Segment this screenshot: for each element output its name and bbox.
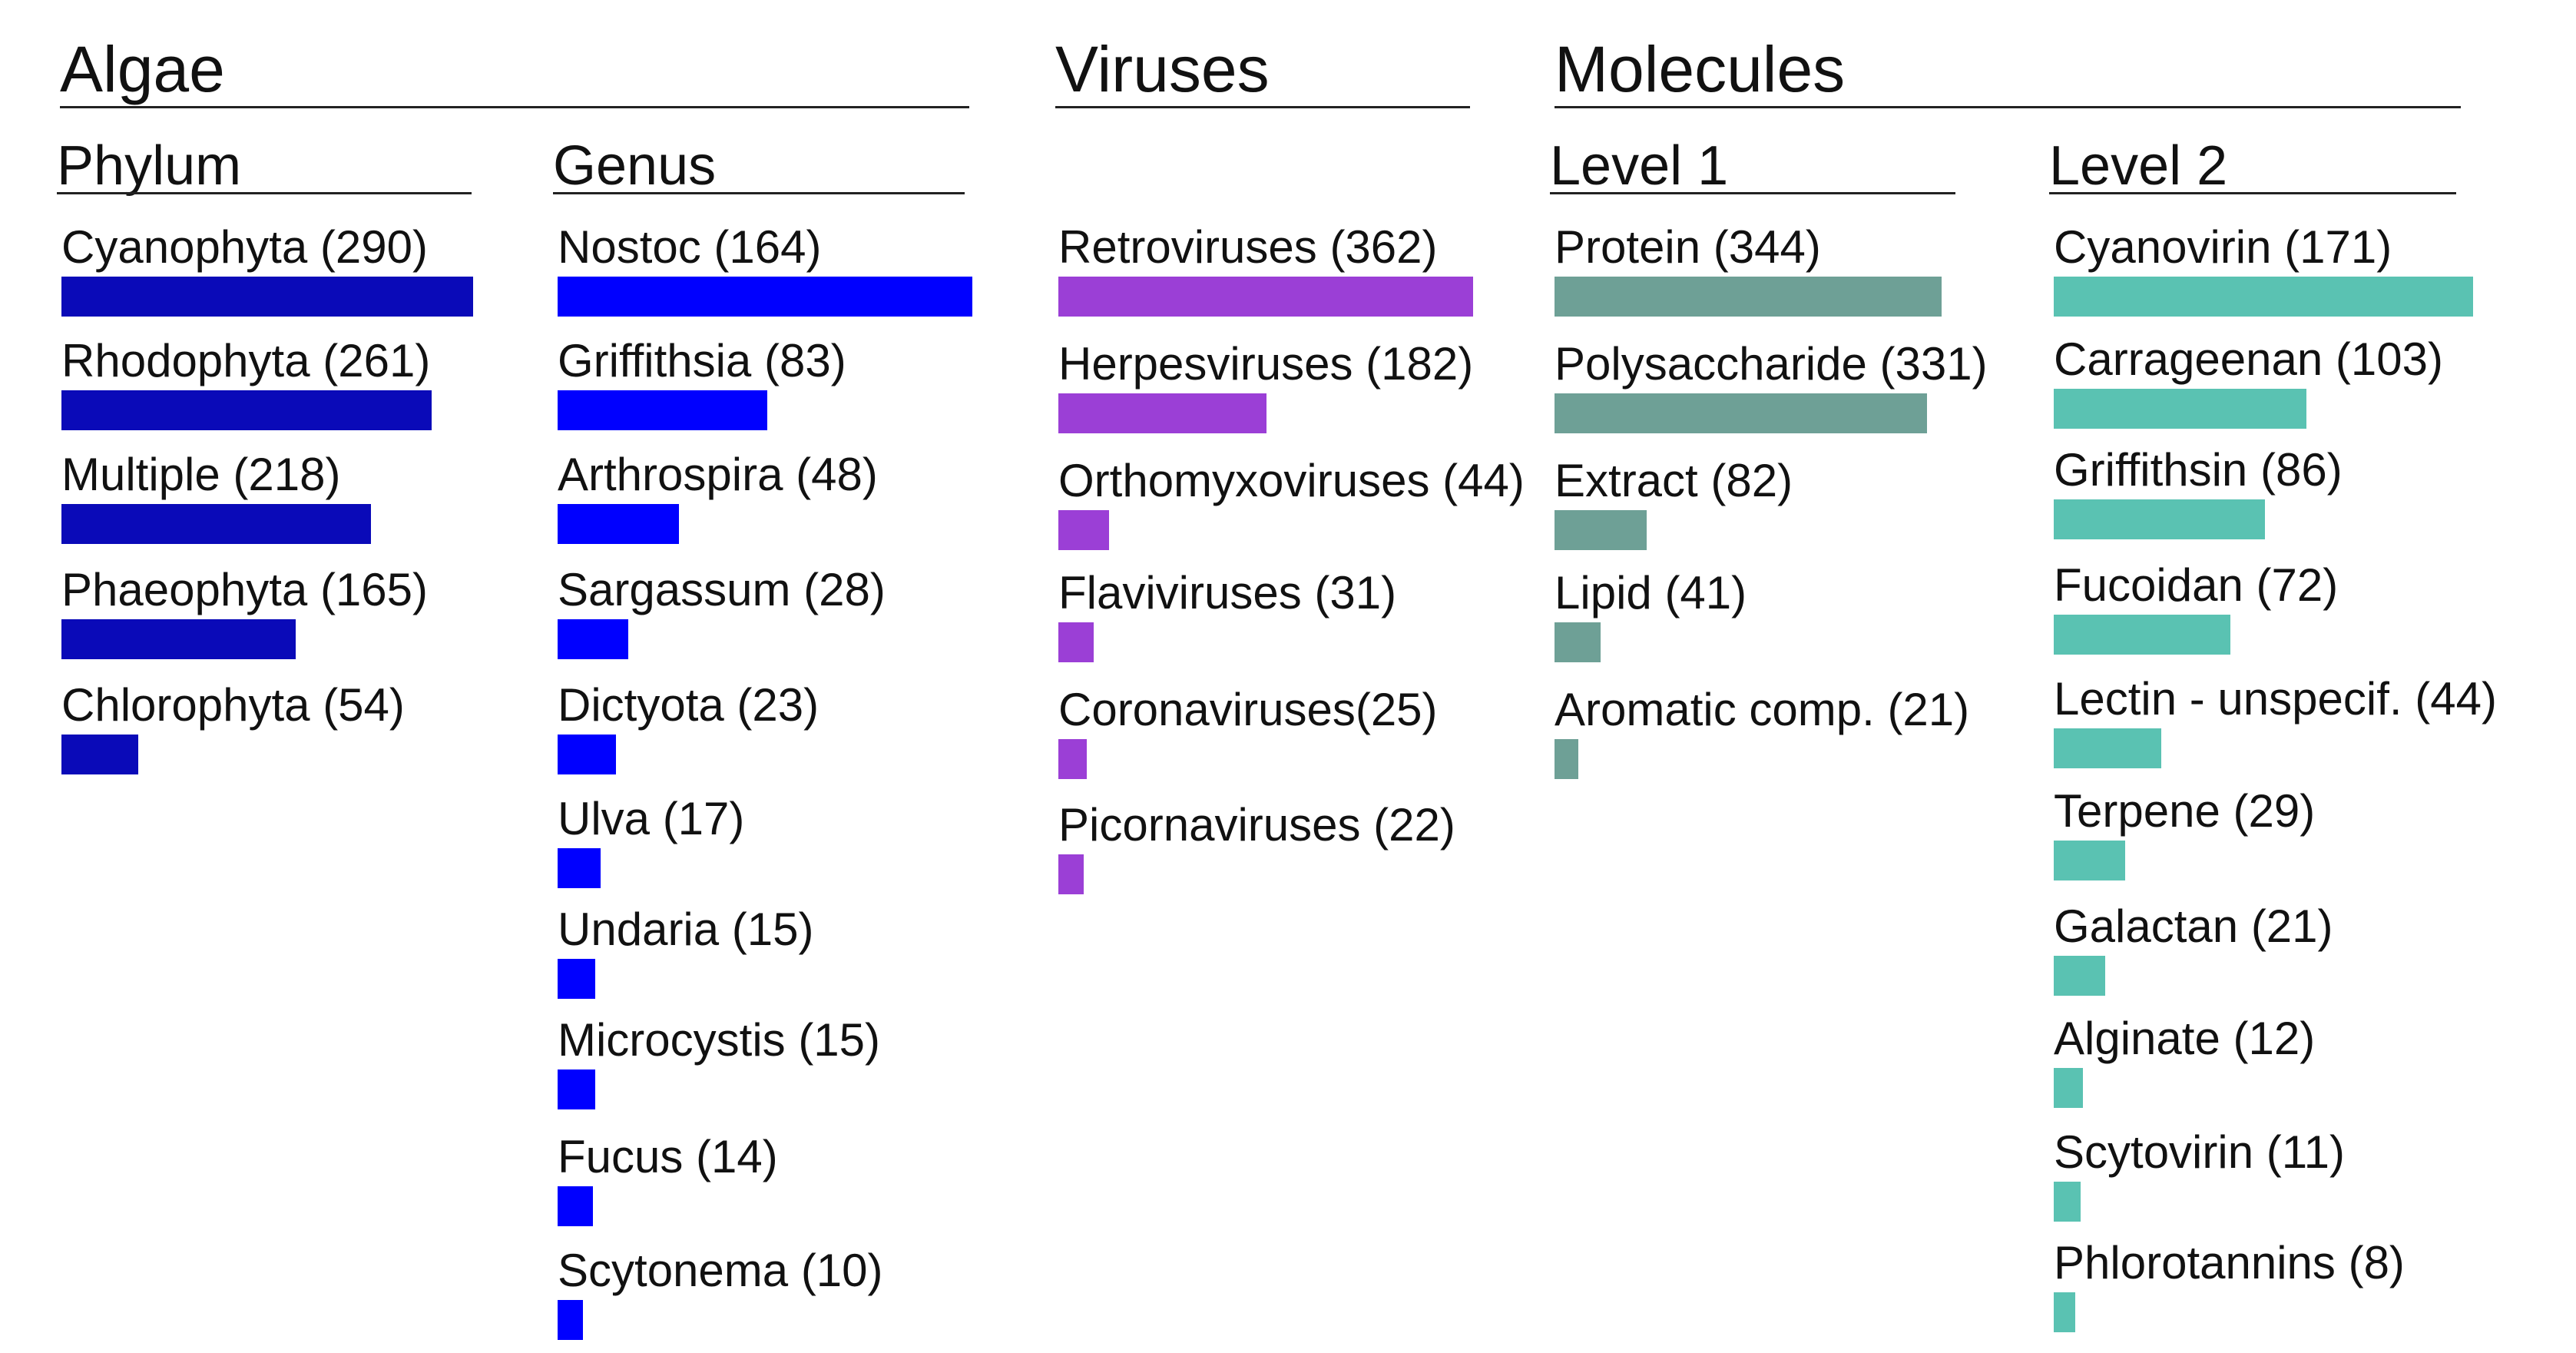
bar-label-level2: Scytovirin (11)	[2054, 1126, 2345, 1178]
bar-viruses	[1058, 739, 1087, 779]
section-rule-viruses	[1055, 106, 1470, 108]
bar-label-level1: Extract (82)	[1555, 455, 1793, 506]
column-rule-level1	[1550, 192, 1955, 194]
bar-level2	[2054, 728, 2161, 768]
bar-label-level2: Alginate (12)	[2054, 1013, 2316, 1064]
bar-label-genus: Scytonema (10)	[558, 1245, 883, 1296]
bar-phylum	[61, 277, 473, 317]
bar-genus	[558, 277, 972, 317]
column-rule-phylum	[57, 192, 472, 194]
bar-viruses	[1058, 510, 1109, 550]
bar-genus	[558, 959, 595, 999]
bar-viruses	[1058, 854, 1084, 894]
column-title-level2: Level 2	[2049, 135, 2228, 197]
column-title-phylum: Phylum	[57, 135, 242, 197]
bar-label-phylum: Rhodophyta (261)	[61, 335, 431, 386]
bar-label-viruses: Coronaviruses(25)	[1058, 684, 1438, 735]
bar-label-phylum: Chlorophyta (54)	[61, 679, 405, 731]
bar-label-viruses: Flaviviruses (31)	[1058, 567, 1397, 618]
bar-label-genus: Nostoc (164)	[558, 221, 822, 273]
bar-genus	[558, 848, 601, 888]
bar-label-level2: Carrageenan (103)	[2054, 333, 2443, 385]
bar-label-level1: Aromatic comp. (21)	[1555, 684, 1970, 735]
bar-label-level1: Polysaccharide (331)	[1555, 338, 1988, 390]
bar-level1	[1555, 739, 1578, 779]
bar-label-level2: Cyanovirin (171)	[2054, 221, 2392, 273]
bar-phylum	[61, 735, 138, 774]
bar-label-level1: Protein (344)	[1555, 221, 1821, 273]
bar-label-level2: Galactan (21)	[2054, 900, 2333, 952]
bar-viruses	[1058, 277, 1473, 317]
bar-level1	[1555, 510, 1647, 550]
column-rule-level2	[2049, 192, 2456, 194]
bar-label-level1: Lipid (41)	[1555, 567, 1747, 618]
bar-label-viruses: Orthomyxoviruses (44)	[1058, 455, 1525, 506]
section-rule-molecules	[1555, 106, 2461, 108]
bar-phylum	[61, 390, 432, 430]
bar-label-genus: Arthrospira (48)	[558, 449, 878, 500]
bar-genus	[558, 1186, 593, 1226]
bar-label-genus: Undaria (15)	[558, 904, 814, 955]
bar-label-genus: Dictyota (23)	[558, 679, 819, 731]
bar-label-level2: Griffithsin (86)	[2054, 444, 2343, 496]
bar-label-genus: Sargassum (28)	[558, 564, 886, 615]
bar-phylum	[61, 619, 296, 659]
bar-genus	[558, 735, 616, 774]
section-rule-algae	[60, 106, 969, 108]
bar-label-viruses: Herpesviruses (182)	[1058, 338, 1474, 390]
section-title-algae: Algae	[60, 33, 225, 105]
section-title-viruses: Viruses	[1055, 33, 1270, 105]
bar-level2	[2054, 1292, 2075, 1332]
bar-genus	[558, 504, 679, 544]
bar-level1	[1555, 277, 1942, 317]
bar-label-phylum: Phaeophyta (165)	[61, 564, 429, 615]
bar-level2	[2054, 841, 2125, 880]
bar-level2	[2054, 956, 2105, 996]
bar-label-genus: Ulva (17)	[558, 793, 745, 844]
bar-label-level2: Lectin - unspecif. (44)	[2054, 673, 2497, 725]
bar-level2	[2054, 277, 2473, 317]
bar-level2	[2054, 1068, 2083, 1108]
bar-label-genus: Microcystis (15)	[558, 1014, 881, 1066]
column-title-level1: Level 1	[1550, 135, 1729, 197]
bar-level2	[2054, 499, 2265, 539]
bar-viruses	[1058, 622, 1094, 662]
bar-label-viruses: Picornaviruses (22)	[1058, 799, 1455, 851]
bar-level1	[1555, 622, 1601, 662]
bar-label-genus: Griffithsia (83)	[558, 335, 846, 386]
bar-genus	[558, 1069, 595, 1109]
bar-label-viruses: Retroviruses (362)	[1058, 221, 1438, 273]
bar-label-phylum: Cyanophyta (290)	[61, 221, 428, 273]
bar-genus	[558, 619, 628, 659]
bar-level2	[2054, 1182, 2081, 1222]
bar-label-phylum: Multiple (218)	[61, 449, 341, 500]
bar-level1	[1555, 393, 1927, 433]
column-rule-genus	[553, 192, 965, 194]
section-title-molecules: Molecules	[1555, 33, 1846, 105]
bar-label-level2: Terpene (29)	[2054, 785, 2316, 837]
bar-genus	[558, 390, 767, 430]
bar-phylum	[61, 504, 371, 544]
bar-label-level2: Fucoidan (72)	[2054, 559, 2339, 611]
bar-level2	[2054, 615, 2230, 655]
bar-label-level2: Phlorotannins (8)	[2054, 1237, 2405, 1288]
column-title-genus: Genus	[553, 135, 717, 197]
bar-level2	[2054, 389, 2306, 429]
bar-viruses	[1058, 393, 1266, 433]
bar-genus	[558, 1300, 583, 1340]
bar-label-genus: Fucus (14)	[558, 1131, 778, 1182]
